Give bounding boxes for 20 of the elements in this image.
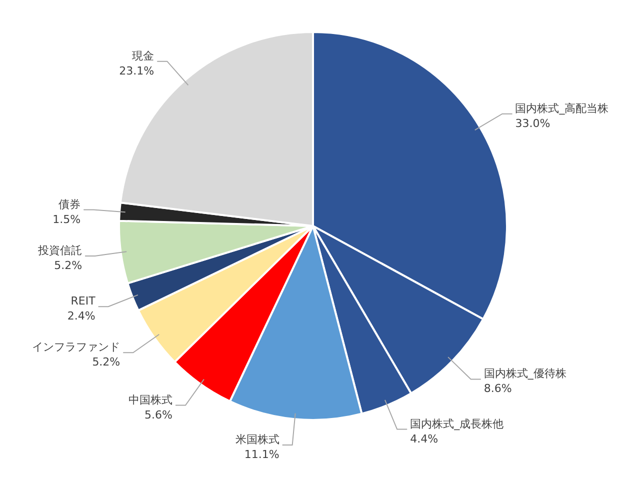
data-label: 1.5% — [52, 212, 81, 226]
slice-label: 国内株式_高配当株 — [515, 102, 609, 115]
slice-label: インフラファンド — [32, 340, 120, 354]
data-label: 11.1% — [244, 448, 280, 462]
slice-label: 現金 — [132, 49, 154, 62]
slice-label: REIT — [70, 294, 96, 308]
data-label: 2.4% — [67, 310, 96, 323]
data-label: 23.1% — [119, 64, 154, 78]
slice-label: 国内株式_優待株 — [484, 367, 566, 380]
data-label: 33.0% — [515, 116, 550, 130]
data-label: 4.4% — [410, 432, 438, 446]
slice-label: 中国株式 — [128, 393, 172, 406]
data-label: 5.2% — [54, 258, 82, 272]
slice-label: 国内株式_成長株他 — [410, 417, 504, 430]
slice-label: 債券 — [58, 198, 81, 211]
slice-label: 投資信託 — [37, 244, 82, 257]
data-label: 5.6% — [144, 408, 172, 422]
slice-label: 米国株式 — [235, 433, 280, 446]
data-label: 5.2% — [92, 356, 120, 369]
data-label: 8.6% — [484, 382, 512, 396]
